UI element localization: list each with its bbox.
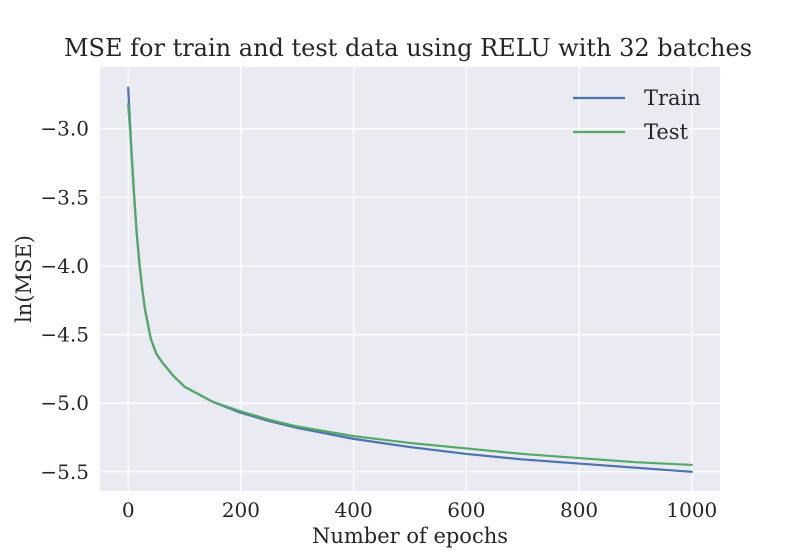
- chart-title: MSE for train and test data using RELU w…: [64, 34, 752, 62]
- y-tick-label: −3.5: [40, 185, 89, 209]
- y-tick-label: −5.5: [40, 460, 89, 484]
- y-tick-label: −4.5: [40, 323, 89, 347]
- y-tick-label: −3.0: [40, 117, 89, 141]
- x-tick-label: 800: [560, 498, 598, 522]
- plot-area: [100, 67, 720, 491]
- y-axis-label: ln(MSE): [12, 235, 36, 323]
- x-tick-label: 1000: [666, 498, 717, 522]
- x-tick-label: 200: [222, 498, 260, 522]
- x-axis-label: Number of epochs: [312, 524, 508, 548]
- legend-label-test: Test: [644, 120, 689, 144]
- series-line-test: [127, 102, 693, 467]
- y-tick-label: −5.0: [40, 391, 89, 415]
- legend: Train Test: [573, 86, 701, 144]
- x-tick-label: 0: [122, 498, 135, 522]
- series-lines: [127, 86, 693, 473]
- x-tick-label: 400: [335, 498, 373, 522]
- x-tick-label: 600: [447, 498, 485, 522]
- grid: [100, 67, 720, 491]
- y-tick-label: −4.0: [40, 254, 89, 278]
- legend-label-train: Train: [644, 86, 701, 110]
- tick-labels: 0 200 400 600 800 1000 −3.0 −3.5 −4.0 −4.5 −5.0 −5.…: [40, 117, 717, 522]
